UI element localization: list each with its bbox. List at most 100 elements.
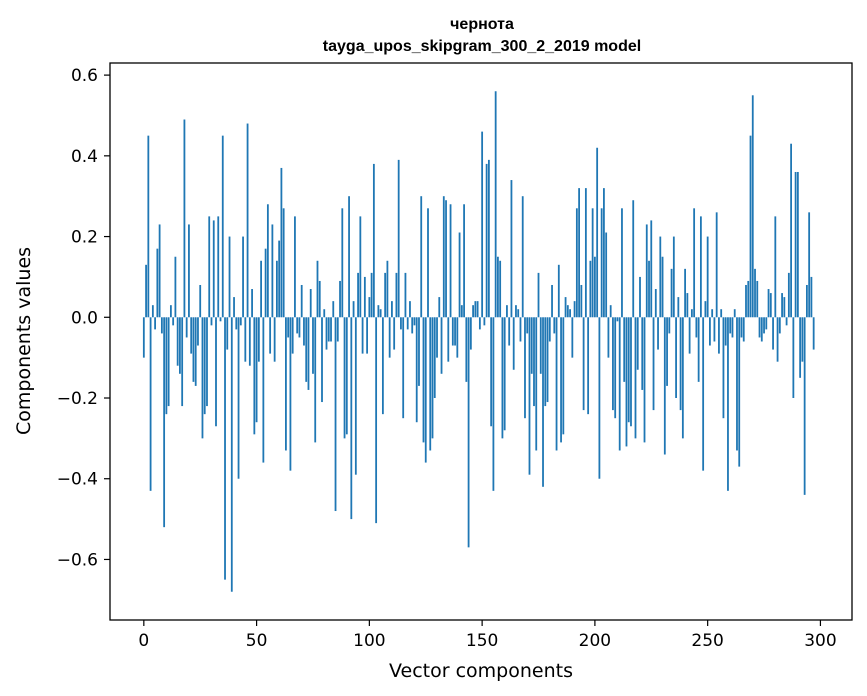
bar [657, 317, 659, 350]
bar [494, 91, 497, 318]
bar [758, 317, 761, 338]
bar [368, 297, 371, 318]
bar [451, 317, 454, 346]
bar [469, 317, 472, 350]
bar [185, 317, 188, 338]
bar [379, 309, 382, 318]
bar [690, 309, 693, 318]
bar [702, 317, 705, 471]
bar [596, 147, 599, 318]
bar [733, 309, 736, 318]
bar [607, 317, 610, 358]
bar [316, 260, 319, 318]
bar [327, 317, 330, 342]
bar [492, 317, 495, 491]
bar [172, 317, 175, 326]
bar [257, 317, 260, 362]
bar [515, 305, 517, 318]
bar [312, 317, 314, 374]
bar [226, 317, 229, 350]
bar [343, 317, 346, 439]
bar [291, 317, 294, 354]
bar [179, 317, 181, 374]
bar [438, 297, 441, 318]
x-tick-label: 250 [691, 631, 723, 651]
bar [221, 135, 224, 318]
bar [228, 236, 231, 318]
bar [742, 317, 745, 342]
bar [501, 317, 504, 439]
y-axis-ticks: −0.6 −0.4 −0.2 0.0 0.2 0.4 0.6 [57, 66, 110, 570]
bar [571, 317, 574, 358]
bar [805, 284, 808, 318]
bar [386, 260, 389, 318]
bar [147, 135, 150, 318]
bar [575, 208, 578, 318]
bar [627, 317, 630, 423]
x-tick-label: 100 [353, 631, 385, 651]
bar [736, 317, 738, 451]
bar [792, 317, 795, 398]
bar [465, 317, 468, 382]
bar [176, 317, 179, 366]
bar [666, 317, 668, 386]
bar [693, 208, 696, 318]
bar [406, 317, 409, 330]
bar [485, 163, 488, 318]
bar [623, 317, 626, 382]
x-axis-ticks: 0 50 100 150 200 250 300 [138, 620, 837, 651]
bar [589, 260, 592, 318]
bar [503, 317, 506, 431]
bar [630, 317, 632, 427]
bar [251, 289, 253, 318]
y-tick-label: 0.4 [71, 147, 98, 167]
x-tick-label: 150 [466, 631, 498, 651]
bar [643, 317, 646, 443]
bar [695, 317, 698, 338]
bar [239, 317, 242, 326]
bar [217, 216, 220, 318]
bar [447, 317, 450, 362]
bar [659, 236, 662, 318]
bar [765, 317, 768, 330]
bar [458, 232, 461, 318]
bar [796, 171, 799, 318]
y-tick-label: −0.2 [57, 389, 98, 409]
bar [776, 317, 779, 362]
x-tick-label: 300 [804, 631, 836, 651]
bar [578, 188, 580, 318]
y-tick-label: −0.4 [57, 470, 98, 490]
bar [397, 159, 400, 318]
bar [266, 204, 269, 318]
bar [224, 317, 226, 580]
bar [778, 317, 781, 334]
bar [375, 317, 378, 524]
bar [803, 317, 806, 495]
bar [201, 317, 204, 439]
bar [573, 301, 576, 318]
bar [544, 317, 547, 407]
bar [330, 317, 332, 342]
bar [298, 317, 301, 338]
bar [528, 317, 531, 475]
bar [553, 317, 556, 334]
bar [395, 272, 398, 318]
bar [181, 317, 184, 407]
bar [190, 317, 193, 354]
bar [557, 264, 560, 318]
bar [584, 188, 587, 318]
bar [305, 317, 308, 382]
bar [169, 305, 172, 318]
bar [684, 268, 686, 318]
bar [289, 317, 292, 471]
bar [677, 297, 680, 318]
bar [393, 317, 396, 350]
bar [253, 317, 256, 435]
bar [237, 317, 240, 479]
bar [603, 188, 605, 318]
bar [456, 317, 459, 358]
bar [663, 317, 666, 455]
bar [600, 208, 603, 318]
bar [476, 301, 479, 318]
bar [731, 317, 734, 338]
